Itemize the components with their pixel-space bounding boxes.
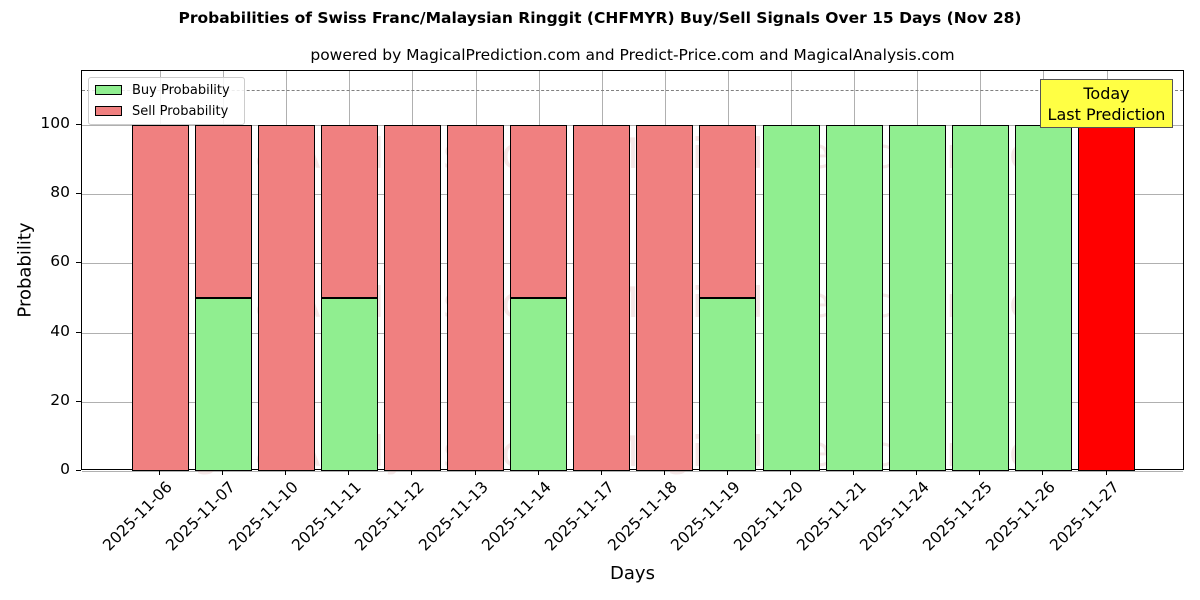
bar-sell-2025-11-12	[383, 125, 441, 471]
bar-buy-2025-11-24	[888, 125, 946, 471]
legend-item-sell: Sell Probability	[95, 103, 228, 119]
gridline-horizontal	[82, 263, 1183, 265]
x-tick-mark	[726, 470, 728, 475]
bar-buy-2025-11-19	[699, 298, 757, 471]
bar-sell-2025-11-18	[636, 125, 694, 471]
bar-sell-2025-11-13	[447, 125, 504, 471]
gridline-horizontal	[82, 332, 1183, 334]
y-axis-label: Probability	[14, 222, 36, 318]
y-tick-label: 0	[60, 460, 70, 478]
x-tick-mark	[222, 470, 224, 475]
bar-buy-2025-11-26	[1014, 125, 1072, 471]
gridline-horizontal	[82, 125, 1183, 126]
x-tick-mark	[790, 470, 791, 475]
y-tick-mark	[76, 124, 81, 125]
gridline-horizontal	[82, 471, 1183, 472]
x-tick-mark	[537, 470, 539, 475]
bar-sell-2025-11-11	[320, 125, 378, 298]
today-annotation-line2: Last Prediction	[1047, 105, 1166, 124]
buy-swatch-icon	[95, 85, 122, 95]
y-tick-label: 60	[50, 252, 70, 271]
bar-buy-2025-11-20	[762, 125, 820, 471]
today-annotation-line1: Today	[1083, 84, 1130, 103]
x-tick-mark	[348, 470, 350, 475]
y-tick-mark	[76, 262, 81, 264]
bar-sell-2025-11-06	[131, 125, 189, 471]
bar-buy-2025-11-25	[951, 125, 1009, 471]
x-tick-mark	[285, 470, 287, 475]
x-tick-mark	[1105, 470, 1107, 475]
gridline-horizontal	[82, 194, 1183, 196]
gridline-horizontal	[82, 401, 1183, 403]
y-tick-label: 20	[50, 390, 70, 409]
bar-sell-2025-11-19	[699, 125, 757, 298]
bar-buy-2025-11-07	[194, 298, 252, 471]
bar-sell-2025-11-10	[257, 125, 315, 471]
reference-line-dashed	[82, 90, 1183, 92]
y-tick-mark	[76, 193, 81, 195]
legend-label-buy: Buy Probability	[132, 82, 230, 98]
chart-title: Probabilities of Swiss Franc/Malaysian R…	[178, 9, 1022, 27]
bar-buy-2025-11-14	[510, 298, 568, 471]
y-tick-label: 100	[40, 114, 70, 132]
today-annotation: Today Last Prediction	[1040, 79, 1173, 128]
x-tick-mark	[979, 470, 981, 475]
bar-sell-2025-11-14	[510, 125, 568, 298]
bar-sell-2025-11-07	[194, 125, 252, 298]
bar-buy-2025-11-21	[825, 125, 883, 471]
x-tick-mark	[916, 470, 918, 475]
x-tick-mark	[600, 470, 602, 475]
x-tick-mark	[159, 470, 160, 475]
sell-swatch-icon	[95, 106, 122, 116]
y-tick-mark	[76, 400, 81, 402]
chart-subtitle: powered by MagicalPrediction.com and Pre…	[310, 46, 955, 64]
legend-item-buy: Buy Probability	[95, 82, 230, 98]
bar-sell-2025-11-17	[573, 125, 631, 471]
x-axis-label: Days	[610, 563, 655, 584]
x-tick-mark	[853, 470, 855, 475]
y-tick-label: 40	[50, 321, 70, 340]
y-tick-mark	[76, 331, 81, 333]
bar-sell-2025-11-27	[1078, 125, 1135, 471]
x-tick-mark	[411, 470, 413, 475]
legend: Buy Probability Sell Probability	[88, 77, 245, 125]
x-tick-mark	[474, 470, 476, 475]
x-tick-mark	[663, 470, 665, 475]
y-tick-mark	[76, 470, 81, 471]
x-tick-mark	[1042, 470, 1044, 475]
y-tick-label: 80	[50, 183, 70, 202]
bar-buy-2025-11-11	[320, 298, 378, 471]
legend-label-sell: Sell Probability	[132, 103, 229, 119]
plot-area: MagicalAnalysis.comMagicalPrediction.com…	[81, 70, 1184, 476]
